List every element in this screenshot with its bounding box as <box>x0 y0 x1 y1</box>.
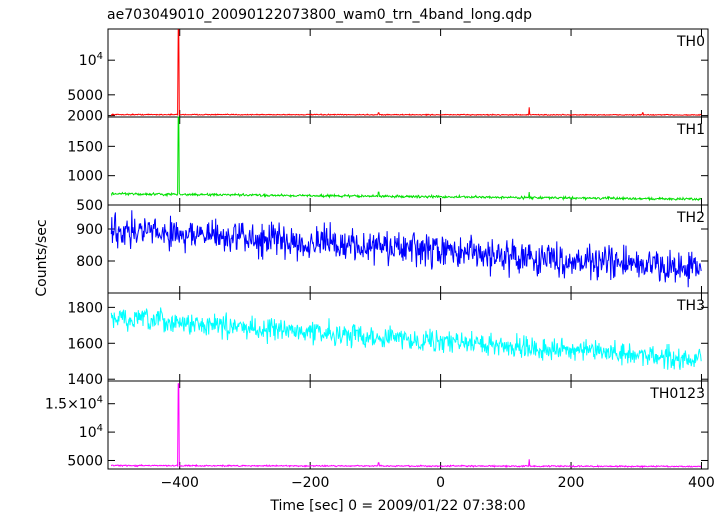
x-tick-label: −200 <box>291 475 329 491</box>
series-line-th0 <box>110 29 702 117</box>
y-tick-label: 1000 <box>67 169 103 185</box>
y-tick-label: 800 <box>76 254 103 270</box>
series-line-th2 <box>110 210 702 288</box>
panels-group: 20005000104TH050010001500TH1800900TH2140… <box>45 28 715 491</box>
panel-frame <box>107 116 709 206</box>
series-line-th1 <box>110 116 702 202</box>
panel-name-label: TH0 <box>676 34 705 50</box>
series-line-th0123 <box>110 383 702 469</box>
panel-frame <box>107 28 709 118</box>
y-tick-label: 5000 <box>67 453 103 469</box>
panel-frame <box>107 204 709 294</box>
y-tick-label: 1600 <box>67 336 103 352</box>
x-tick-label: −400 <box>161 475 199 491</box>
x-axis-label: Time [sec] 0 = 2009/01/22 07:38:00 <box>269 498 525 514</box>
y-tick-label: 900 <box>76 222 103 238</box>
y-tick-label: 104 <box>79 423 103 441</box>
panel-name-label: TH0123 <box>649 386 705 402</box>
panel-th0: 2000 5000 104 TH0 <box>67 28 709 125</box>
panel-name-label: TH1 <box>676 122 705 138</box>
chart-title: ae703049010_20090122073800_wam0_trn_4ban… <box>107 7 532 23</box>
x-tick-label: 0 <box>436 475 445 491</box>
panel-th1: 500 1000 1500 TH1 <box>67 116 709 214</box>
panel-name-label: TH3 <box>676 298 705 314</box>
panel-th3: 1400 1600 1800 TH3 <box>67 292 709 388</box>
y-tick-label: 104 <box>79 51 103 69</box>
panel-th0123: 5000 104 1.5×104 TH0123 <box>45 380 709 470</box>
y-tick-label: 1500 <box>67 139 103 155</box>
y-tick-label: 500 <box>76 198 103 214</box>
panel-th2: 800 900 TH2 <box>76 204 709 294</box>
y-tick-label: 5000 <box>67 88 103 104</box>
y-axis-label: Counts/sec <box>34 219 50 296</box>
panel-frame <box>107 380 709 470</box>
y-tick-label: 1800 <box>67 300 103 316</box>
y-tick-label: 1400 <box>67 372 103 388</box>
y-tick-label: 2000 <box>67 109 103 125</box>
x-tick-label: 400 <box>688 475 715 491</box>
y-tick-label: 1.5×104 <box>45 395 103 413</box>
panel-name-label: TH2 <box>676 210 705 226</box>
x-tick-label: 200 <box>558 475 585 491</box>
series-line-th3 <box>110 307 702 370</box>
